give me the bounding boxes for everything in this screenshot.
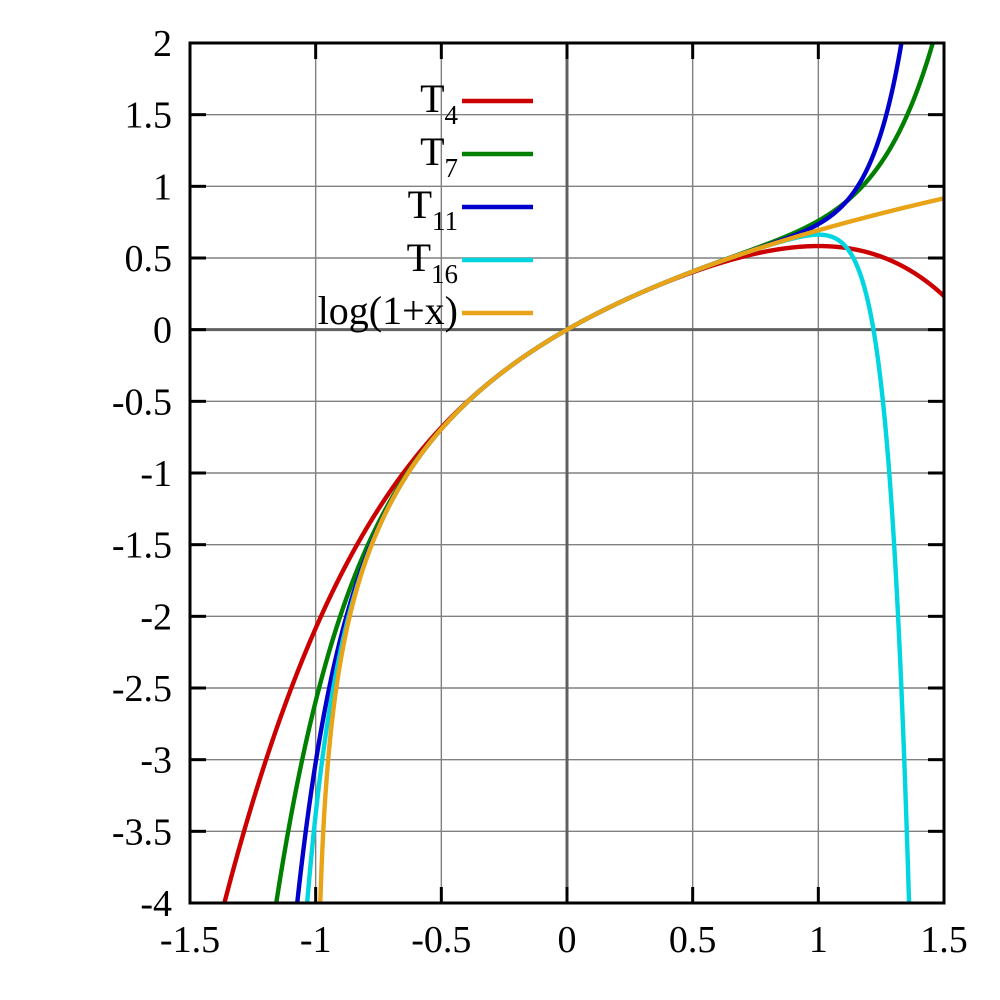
y-tick-label: -4 bbox=[140, 883, 172, 925]
x-tick-label: -0.5 bbox=[411, 919, 471, 961]
x-axis-tick-labels: -1.5 -1 -0.5 0 0.5 1 1.5 bbox=[160, 919, 968, 961]
legend-label-T-16: T16 bbox=[407, 235, 458, 289]
y-tick-label: -0.5 bbox=[112, 381, 172, 423]
x-tick-label: 1.5 bbox=[920, 919, 968, 961]
y-tick-label: 0 bbox=[153, 310, 172, 352]
legend-label-T-4: T4 bbox=[420, 76, 458, 130]
y-tick-label: -1.5 bbox=[112, 525, 172, 567]
x-tick-label: 1 bbox=[809, 919, 828, 961]
data-curves bbox=[222, 43, 944, 903]
y-tick-label: 0.5 bbox=[125, 238, 173, 280]
x-tick-label: -1 bbox=[300, 919, 332, 961]
curve-log1x bbox=[318, 196, 944, 903]
legend-label-T-7: T7 bbox=[420, 129, 458, 183]
tick-marks bbox=[188, 41, 946, 905]
legend-label-log1x: log(1+x) bbox=[318, 288, 458, 333]
y-tick-label: -2.5 bbox=[112, 668, 172, 710]
y-axis-tick-labels: 2 1.5 1 0.5 0 -0.5 -1 -1.5 -2 -2.5 -3 -3.5 -4 bbox=[112, 23, 172, 925]
y-tick-label: -1 bbox=[140, 453, 172, 495]
y-tick-label: -2 bbox=[140, 596, 172, 638]
y-tick-label: -3.5 bbox=[112, 811, 172, 853]
x-tick-label: 0.5 bbox=[669, 919, 717, 961]
legend-label-T-11: T11 bbox=[408, 182, 458, 236]
x-tick-label: -1.5 bbox=[160, 919, 220, 961]
y-tick-label: -3 bbox=[140, 740, 172, 782]
x-tick-label: 0 bbox=[558, 919, 577, 961]
y-tick-label: 1.5 bbox=[125, 95, 173, 137]
y-tick-label: 1 bbox=[153, 166, 172, 208]
y-tick-label: 2 bbox=[153, 23, 172, 65]
